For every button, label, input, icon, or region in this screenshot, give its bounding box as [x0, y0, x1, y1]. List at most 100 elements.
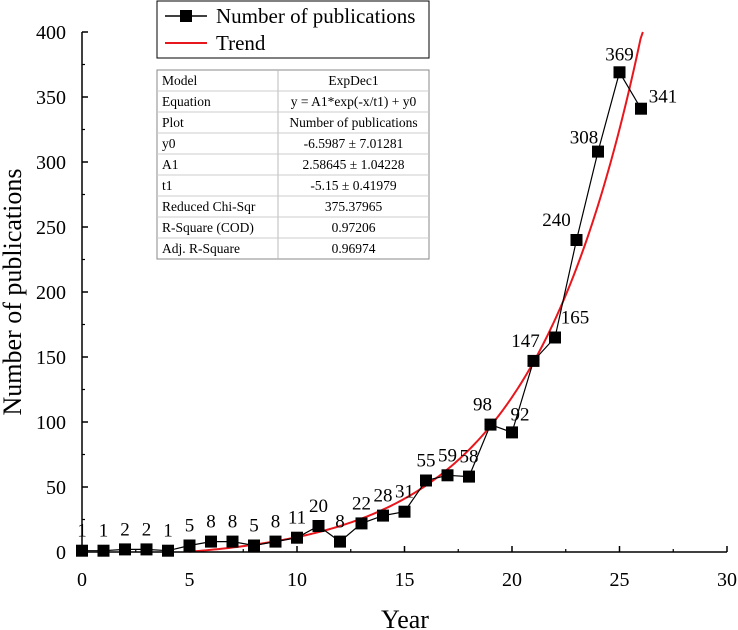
fit-table-key: A1: [162, 157, 179, 172]
y-tick-label: 350: [36, 87, 66, 109]
x-tick-label: 30: [717, 569, 737, 591]
data-label: 341: [649, 87, 678, 108]
x-tick-label: 25: [610, 569, 630, 591]
fit-table-key: Plot: [162, 115, 184, 130]
fit-table-value: -5.15 ± 0.41979: [310, 178, 396, 193]
data-label: 165: [561, 308, 590, 329]
data-label: 8: [206, 512, 216, 533]
fit-table-value: y = A1*exp(-x/t1) + y0: [291, 94, 417, 109]
data-point: [183, 539, 196, 552]
data-point: [484, 418, 497, 431]
data-point: [377, 509, 389, 522]
data-point: [441, 469, 454, 482]
data-point: [119, 543, 131, 556]
data-label: 31: [395, 482, 414, 503]
data-point: [420, 474, 432, 487]
data-point: [312, 520, 325, 532]
data-label: 308: [570, 128, 599, 149]
data-label: 369: [605, 44, 634, 65]
data-label: 1: [163, 521, 173, 542]
y-tick-label: 400: [36, 22, 66, 44]
fit-table-key: R-Square (COD): [162, 220, 254, 235]
data-markers: [76, 66, 647, 557]
data-label: 59: [438, 445, 457, 466]
fit-table-value: 2.58645 ± 1.04228: [303, 157, 405, 172]
y-axis-title: Number of publications: [0, 169, 27, 416]
x-tick-label: 15: [395, 569, 415, 591]
data-label: 22: [352, 493, 371, 514]
data-label: 20: [309, 496, 328, 517]
y-tick-label: 100: [36, 412, 66, 434]
data-label: 28: [374, 486, 393, 507]
data-point: [570, 234, 583, 246]
fit-table-value: -6.5987 ± 7.01281: [304, 136, 404, 151]
y-tick-label: 150: [36, 347, 66, 369]
data-label: 5: [185, 516, 195, 537]
x-tick-label: 20: [502, 569, 522, 591]
data-point: [205, 535, 217, 548]
y-tick-label: 250: [36, 217, 66, 239]
fit-table-key: t1: [162, 178, 173, 193]
data-point: [398, 505, 411, 518]
fit-table-key: Model: [162, 73, 197, 88]
data-point: [613, 66, 626, 79]
y-axis-ticks: 0 50 100 150 200 250 300 350 400: [36, 22, 88, 564]
x-tick-label: 5: [185, 569, 195, 591]
data-label: 2: [120, 519, 130, 540]
fit-table-border: [156, 69, 430, 260]
legend: Number of publications Trend: [156, 0, 430, 59]
y-tick-label: 300: [36, 152, 66, 174]
data-label: 92: [511, 404, 530, 425]
data-point: [248, 539, 260, 552]
data-label: 98: [473, 395, 492, 416]
data-label: 11: [288, 508, 306, 529]
data-point: [140, 543, 153, 556]
data-point: [269, 535, 282, 548]
data-label: 8: [271, 512, 281, 533]
x-axis-title: Year: [381, 605, 429, 630]
legend-publications-marker: [180, 10, 192, 22]
x-tick-label: 10: [287, 569, 307, 591]
data-point: [635, 102, 647, 115]
x-axis-ticks: 0 5 10 15 20 25 30: [77, 546, 737, 591]
y-tick-label: 200: [36, 282, 66, 304]
x-tick-label: 0: [77, 569, 87, 591]
data-label: 8: [335, 512, 345, 533]
data-point: [506, 426, 518, 439]
axes: 0 5 10 15 20 25 30 0 50 100 150 200 250 300 350 400: [36, 22, 737, 591]
legend-trend-label: Trend: [216, 31, 266, 55]
data-label: 2: [142, 519, 152, 540]
fit-table-value: ExpDec1: [328, 73, 378, 88]
data-point: [226, 535, 239, 548]
data-label: 1: [99, 521, 109, 542]
data-label: 5: [249, 516, 259, 537]
data-point: [334, 535, 346, 548]
fit-table-value: 0.96974: [332, 241, 376, 256]
legend-publications-label: Number of publications: [216, 4, 415, 28]
data-point: [527, 354, 540, 367]
data-label: 58: [460, 447, 479, 468]
data-point: [162, 544, 174, 557]
fit-table-key: Reduced Chi-Sqr: [162, 199, 256, 214]
data-label: 55: [417, 451, 436, 472]
data-label: 147: [511, 331, 540, 352]
fit-table-value: 0.97206: [332, 220, 376, 235]
fit-table-key: y0: [162, 136, 176, 151]
data-point: [463, 470, 475, 483]
data-point: [355, 517, 368, 530]
data-point: [291, 531, 303, 544]
fit-table-key: Equation: [162, 94, 211, 109]
plot-area: 1122158858112082228315559589892147165240…: [76, 31, 678, 557]
data-point: [549, 331, 561, 344]
data-point: [592, 145, 604, 158]
data-label: 8: [228, 512, 238, 533]
legend-box: [156, 0, 430, 59]
fit-table-value: 375.37965: [325, 199, 383, 214]
data-point: [97, 544, 110, 557]
fit-table-key: Adj. R-Square: [162, 241, 240, 256]
fit-statistics-table: Model ExpDec1 Equation y = A1*exp(-x/t1) + …: [156, 69, 430, 260]
y-tick-label: 50: [46, 477, 66, 499]
fit-table-value: Number of publications: [289, 115, 417, 130]
data-label: 240: [542, 210, 571, 231]
